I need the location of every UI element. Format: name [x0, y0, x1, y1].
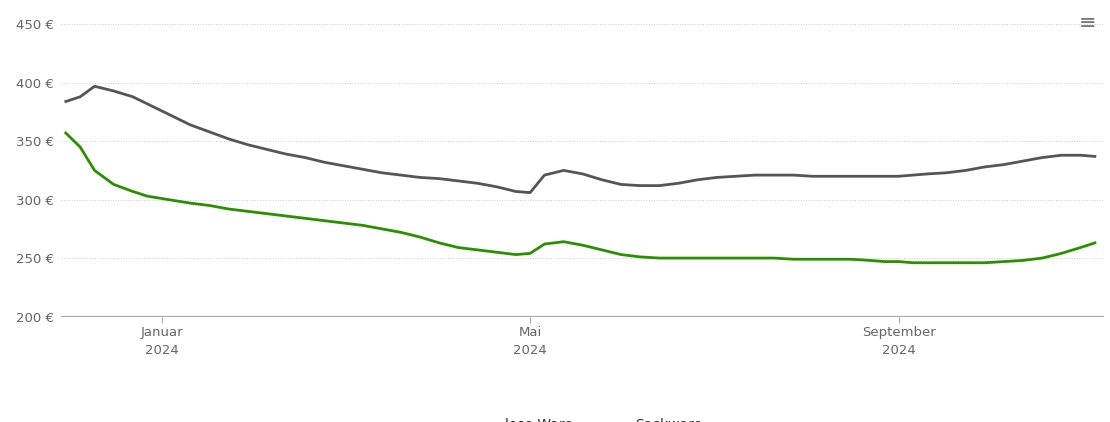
Legend: lose Ware, Sackware: lose Ware, Sackware — [457, 412, 708, 422]
Text: ≡: ≡ — [1079, 13, 1097, 32]
